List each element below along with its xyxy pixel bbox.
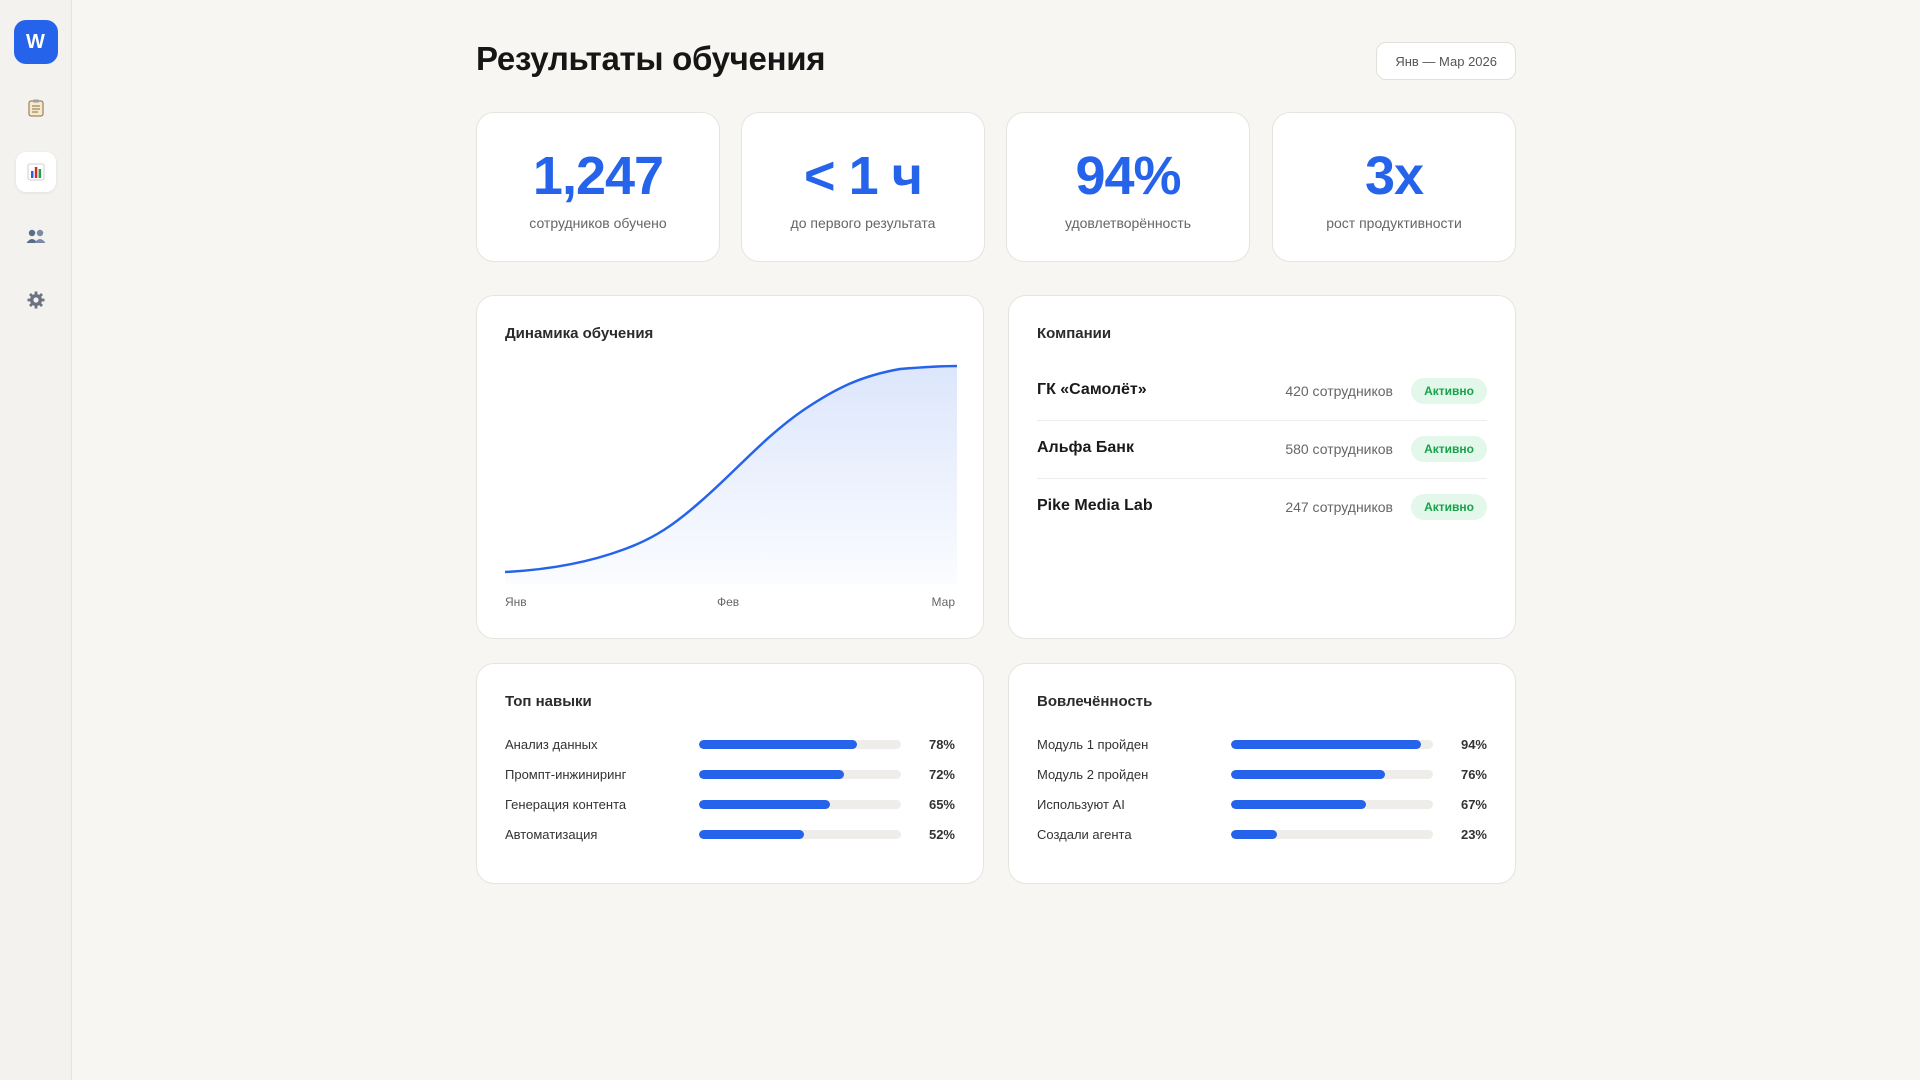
- engagement-card: Вовлечённость Модуль 1 пройден 94% Модул…: [1008, 663, 1516, 884]
- learning-dynamics-card: Динамика обучения Янв Фев Мар: [476, 295, 984, 639]
- chart-line: [505, 364, 957, 574]
- stat-value: 3x: [1364, 146, 1424, 206]
- stat-card-first-result: < 1 ч до первого результата: [741, 112, 985, 262]
- progress-track: [699, 800, 901, 809]
- progress-track: [1231, 800, 1433, 809]
- company-row[interactable]: ГК «Самолёт» 420 сотрудников Активно: [1037, 363, 1487, 421]
- card-title: Вовлечённость: [1037, 693, 1153, 710]
- users-icon: [25, 226, 47, 246]
- engagement-value: 23%: [1460, 827, 1487, 842]
- stat-card-trained: 1,247 сотрудников обучено: [476, 112, 720, 262]
- top-skills-card: Топ навыки Анализ данных 78% Промпт-инжи…: [476, 663, 984, 884]
- stat-value: 1,247: [532, 146, 664, 206]
- sidebar: W: [0, 0, 72, 1080]
- progress-fill: [699, 800, 831, 809]
- progress-fill: [1231, 770, 1385, 779]
- company-name: ГК «Самолёт»: [1037, 381, 1147, 398]
- engagement-row: Создали агента 23%: [1037, 825, 1487, 845]
- skill-value: 52%: [928, 827, 955, 842]
- skill-row: Промпт-инжиниринг 72%: [505, 765, 955, 785]
- skill-value: 72%: [928, 767, 955, 782]
- card-title: Топ навыки: [505, 693, 592, 710]
- status-badge: Активно: [1411, 494, 1487, 520]
- sidebar-item-clipboard[interactable]: [16, 88, 56, 128]
- engagement-row: Используют AI 67%: [1037, 795, 1487, 815]
- progress-fill: [1231, 800, 1367, 809]
- progress-fill: [699, 770, 845, 779]
- companies-card: Компании ГК «Самолёт» 420 сотрудников Ак…: [1008, 295, 1516, 639]
- engagement-value: 94%: [1460, 737, 1487, 752]
- sidebar-item-users[interactable]: [16, 216, 56, 256]
- engagement-value: 67%: [1460, 797, 1487, 812]
- progress-fill: [1231, 830, 1278, 839]
- progress-track: [1231, 770, 1433, 779]
- page-title: Результаты обучения: [476, 40, 826, 77]
- card-title: Динамика обучения: [505, 325, 654, 342]
- progress-track: [699, 770, 901, 779]
- company-employee-count: 420 сотрудников: [1285, 383, 1393, 399]
- skill-label: Промпт-инжиниринг: [505, 767, 627, 782]
- card-title: Компании: [1037, 325, 1112, 342]
- skill-label: Анализ данных: [505, 737, 598, 752]
- skill-row: Генерация контента 65%: [505, 795, 955, 815]
- progress-fill: [1231, 740, 1421, 749]
- skill-row: Автоматизация 52%: [505, 825, 955, 845]
- engagement-label: Модуль 2 пройден: [1037, 767, 1149, 782]
- stat-value: < 1 ч: [804, 146, 923, 206]
- engagement-label: Создали агента: [1037, 827, 1132, 842]
- progress-fill: [699, 740, 857, 749]
- progress-track: [699, 740, 901, 749]
- engagement-label: Используют AI: [1037, 797, 1125, 812]
- clipboard-icon: [26, 98, 46, 118]
- stat-value: 94%: [1075, 146, 1181, 206]
- stat-label: удовлетворённость: [1064, 215, 1192, 231]
- progress-fill: [699, 830, 805, 839]
- stat-label: сотрудников обучено: [529, 215, 667, 231]
- skill-value: 65%: [928, 797, 955, 812]
- skill-value: 78%: [928, 737, 955, 752]
- stat-label: рост продуктивности: [1326, 215, 1462, 231]
- status-badge: Активно: [1411, 378, 1487, 404]
- gear-icon: [26, 290, 46, 310]
- engagement-label: Модуль 1 пройден: [1037, 737, 1149, 752]
- page-header: Результаты обучения Янв — Мар 2026: [476, 38, 1516, 82]
- company-employee-count: 247 сотрудников: [1285, 499, 1393, 515]
- stat-card-productivity: 3x рост продуктивности: [1272, 112, 1516, 262]
- app-logo[interactable]: W: [13, 20, 58, 64]
- sidebar-item-settings[interactable]: [16, 280, 56, 320]
- progress-track: [1231, 740, 1433, 749]
- skill-label: Автоматизация: [505, 827, 598, 842]
- company-employee-count: 580 сотрудников: [1285, 441, 1393, 457]
- x-axis-label-jan: Янв: [505, 595, 527, 609]
- company-name: Pike Media Lab: [1037, 497, 1153, 514]
- x-axis-label-feb: Фев: [717, 595, 740, 609]
- bar-chart-icon: [26, 162, 46, 182]
- stat-card-satisfaction: 94% удовлетворённость: [1006, 112, 1250, 262]
- sidebar-item-analytics[interactable]: [15, 152, 56, 192]
- progress-track: [699, 830, 901, 839]
- status-badge: Активно: [1411, 436, 1487, 462]
- engagement-value: 76%: [1460, 767, 1487, 782]
- learning-dynamics-chart: [505, 364, 957, 584]
- progress-track: [1231, 830, 1433, 839]
- stat-label: до первого результата: [790, 215, 936, 231]
- date-range-selector[interactable]: Янв — Мар 2026: [1376, 42, 1516, 80]
- skill-row: Анализ данных 78%: [505, 735, 955, 755]
- company-row[interactable]: Pike Media Lab 247 сотрудников Активно: [1037, 479, 1487, 537]
- engagement-row: Модуль 1 пройден 94%: [1037, 735, 1487, 755]
- engagement-row: Модуль 2 пройден 76%: [1037, 765, 1487, 785]
- company-row[interactable]: Альфа Банк 580 сотрудников Активно: [1037, 421, 1487, 479]
- stats-row: 1,247 сотрудников обучено < 1 ч до перво…: [476, 112, 1516, 262]
- skill-label: Генерация контента: [505, 797, 627, 812]
- x-axis-label-mar: Мар: [931, 595, 955, 609]
- company-name: Альфа Банк: [1037, 439, 1134, 456]
